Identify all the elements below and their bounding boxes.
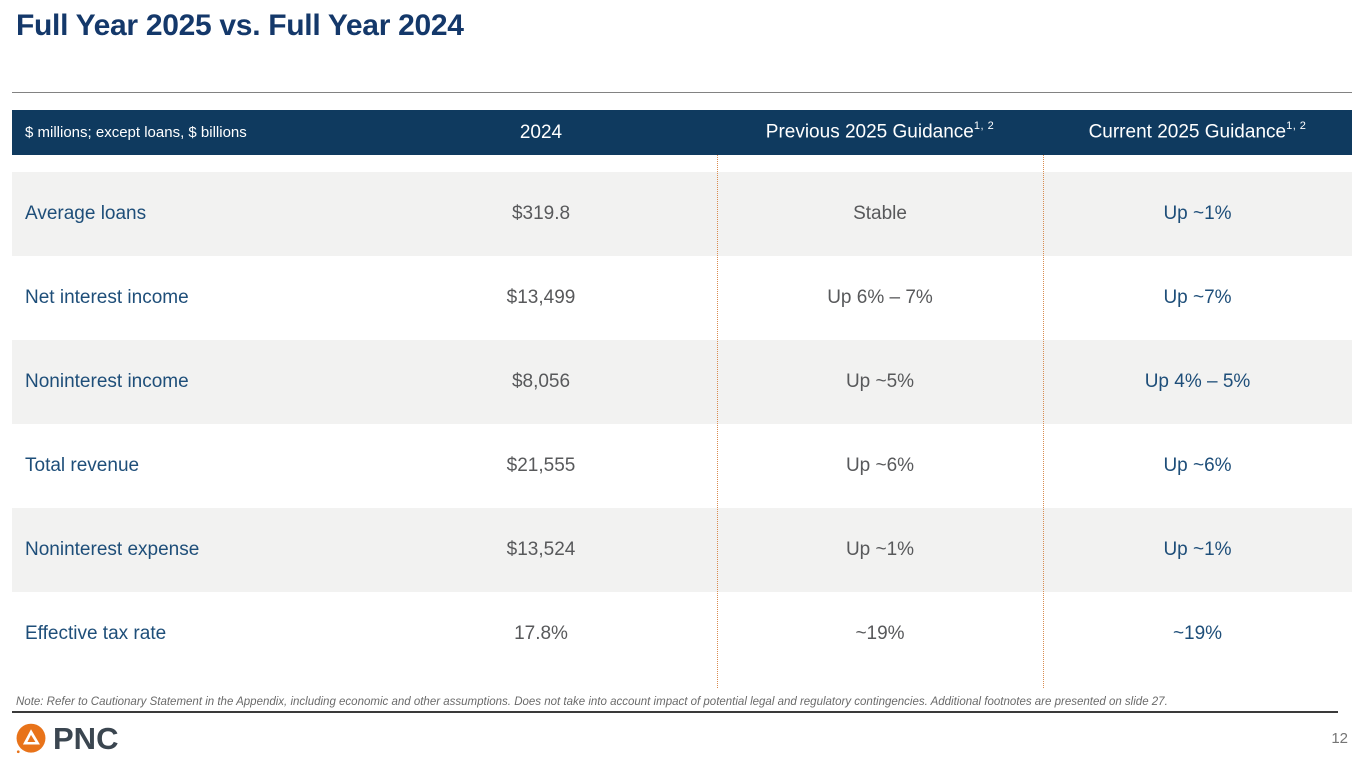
footnote-superscript: 1, 2	[973, 120, 995, 133]
value-current-guidance: Up ~7%	[1163, 287, 1232, 308]
value-2024: $8,056	[511, 371, 571, 392]
row-label: Net interest income	[25, 287, 189, 308]
guidance-table: $ millions; except loans, $ billions 202…	[12, 110, 1352, 676]
row-label: Effective tax rate	[25, 623, 167, 644]
value-current-guidance: Up ~1%	[1163, 203, 1232, 224]
value-previous-guidance: Stable	[853, 203, 907, 224]
page-number: 12	[1331, 730, 1348, 747]
value-current-guidance: ~19%	[1172, 623, 1223, 644]
value-previous-guidance: ~19%	[855, 623, 905, 644]
row-label: Noninterest income	[25, 371, 189, 392]
header-body-gap	[12, 155, 1352, 172]
table-row: Noninterest expense $13,524 Up ~1% Up ~1…	[12, 508, 1352, 592]
value-current-guidance: Up 4% – 5%	[1144, 371, 1251, 392]
row-label: Total revenue	[25, 455, 140, 476]
value-2024: $319.8	[511, 203, 571, 224]
table-header-row: $ millions; except loans, $ billions 202…	[12, 110, 1352, 155]
pnc-logo: PNC	[14, 722, 118, 756]
table-unit-label: $ millions; except loans, $ billions	[25, 124, 247, 141]
value-previous-guidance: Up 6% – 7%	[827, 287, 933, 308]
footnote-superscript: 1, 2	[1286, 120, 1307, 133]
row-label: Noninterest expense	[25, 539, 200, 560]
value-2024: 17.8%	[514, 623, 568, 644]
column-header-2024: 2024	[519, 121, 563, 143]
table-row: Average loans $319.8 Stable Up ~1%	[12, 172, 1352, 256]
value-previous-guidance: Up ~1%	[845, 539, 915, 560]
table-body: Average loans $319.8 Stable Up ~1% Net i…	[12, 172, 1352, 676]
table-row: Total revenue $21,555 Up ~6% Up ~6%	[12, 424, 1352, 508]
cautionary-note: Note: Refer to Cautionary Statement in t…	[16, 696, 1168, 708]
value-2024: $21,555	[506, 455, 576, 476]
column-separator-dotted-line	[717, 155, 718, 688]
value-2024: $13,524	[506, 539, 576, 560]
value-previous-guidance: Up ~5%	[845, 371, 915, 392]
column-header-previous-2025-guidance: Previous 2025 Guidance1, 2	[765, 120, 995, 143]
page-title: Full Year 2025 vs. Full Year 2024	[16, 9, 464, 42]
column-separator-dotted-line	[1043, 155, 1044, 688]
value-previous-guidance: Up ~6%	[845, 455, 915, 476]
value-2024: $13,499	[506, 287, 576, 308]
pnc-beacon-icon	[16, 723, 46, 754]
title-divider-line	[12, 92, 1352, 93]
pnc-wordmark: PNC	[53, 721, 119, 756]
table-row: Noninterest income $8,056 Up ~5% Up 4% –…	[12, 340, 1352, 424]
table-row: Effective tax rate 17.8% ~19% ~19%	[12, 592, 1352, 676]
table-row: Net interest income $13,499 Up 6% – 7% U…	[12, 256, 1352, 340]
column-header-current-2025-guidance: Current 2025 Guidance1, 2	[1088, 120, 1307, 143]
footer-divider-line	[12, 711, 1338, 713]
row-label: Average loans	[25, 203, 147, 224]
value-current-guidance: Up ~6%	[1163, 455, 1232, 476]
value-current-guidance: Up ~1%	[1163, 539, 1232, 560]
